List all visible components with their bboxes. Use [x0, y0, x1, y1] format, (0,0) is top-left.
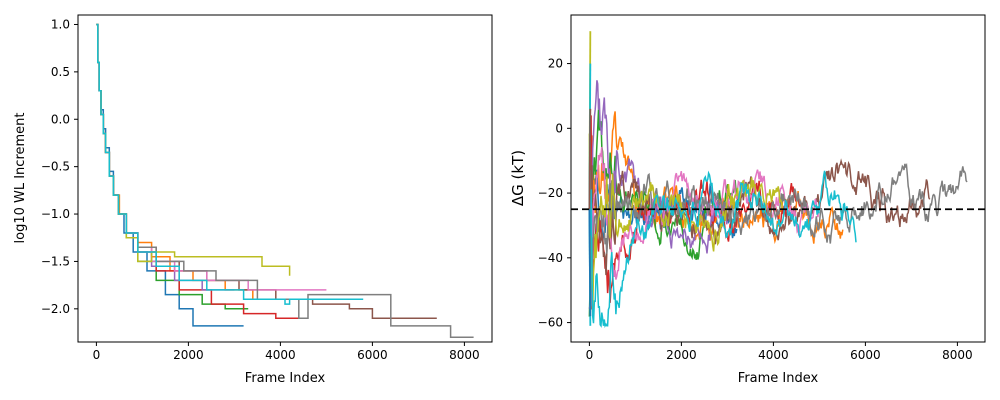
initial-spike: [588, 209, 592, 317]
y-tick-label: 0: [555, 121, 563, 135]
left-y-axis-label: log10 WL Increment: [13, 113, 28, 244]
delta-g-series-line: [588, 158, 931, 276]
y-tick-label: 0.5: [51, 65, 70, 79]
x-tick-label: 4000: [265, 348, 296, 362]
y-tick-label: −2.0: [41, 302, 70, 316]
right-x-axis-label: Frame Index: [738, 371, 819, 386]
y-tick-label: −60: [538, 316, 563, 330]
left-x-axis-label: Frame Index: [245, 371, 326, 386]
left-y-ticks: 1.0 0.5 0.0 −0.5 −1.0 −1.5 −2.0: [41, 17, 78, 316]
initial-spike: [588, 108, 592, 210]
y-tick-label: 0.0: [51, 112, 70, 126]
wl-series-line: [96, 23, 350, 301]
x-tick-label: 0: [93, 348, 101, 362]
x-tick-label: 6000: [850, 348, 881, 362]
right-x-ticks: 0 2000 4000 6000 8000: [586, 342, 973, 362]
y-tick-label: −1.5: [41, 254, 70, 268]
left-x-ticks: 0 2000 4000 6000 8000: [93, 342, 480, 362]
right-plot-frame: [570, 14, 986, 343]
y-tick-label: 1.0: [51, 17, 70, 31]
delta-g-chart: 0 2000 4000 6000 8000 20 0 −20 −40 −60 Frame Ind…: [509, 14, 986, 386]
x-tick-label: 2000: [666, 348, 697, 362]
left-plot-frame: [77, 14, 493, 343]
x-tick-label: 4000: [758, 348, 789, 362]
wl-increment-chart: 0 2000 4000 6000 8000 1.0 0.5 0.0 −0.5 −1.0 −1.5 −…: [13, 14, 493, 386]
right-y-axis-label: ΔG (kT): [509, 150, 527, 206]
y-tick-label: 20: [548, 57, 563, 71]
wl-series-line: [96, 23, 308, 320]
wl-series-line: [96, 23, 327, 291]
x-tick-label: 2000: [173, 348, 204, 362]
wl-series-line: [96, 23, 364, 305]
delta-g-series-line: [588, 170, 857, 329]
wl-series-line: [96, 23, 437, 320]
delta-g-series-line: [588, 133, 784, 312]
wl-series-line: [96, 23, 291, 276]
x-tick-label: 8000: [942, 348, 973, 362]
y-tick-label: −1.0: [41, 207, 70, 221]
wl-series-line: [96, 23, 235, 291]
x-tick-label: 8000: [449, 348, 480, 362]
x-tick-label: 6000: [357, 348, 388, 362]
y-tick-label: −20: [538, 186, 563, 200]
y-tick-label: −0.5: [41, 160, 70, 174]
right-y-ticks: 20 0 −20 −40 −60: [538, 57, 571, 330]
wl-series-group: [96, 23, 474, 339]
y-tick-label: −40: [538, 251, 563, 265]
x-tick-label: 0: [586, 348, 594, 362]
delta-g-series-group: [588, 31, 968, 329]
